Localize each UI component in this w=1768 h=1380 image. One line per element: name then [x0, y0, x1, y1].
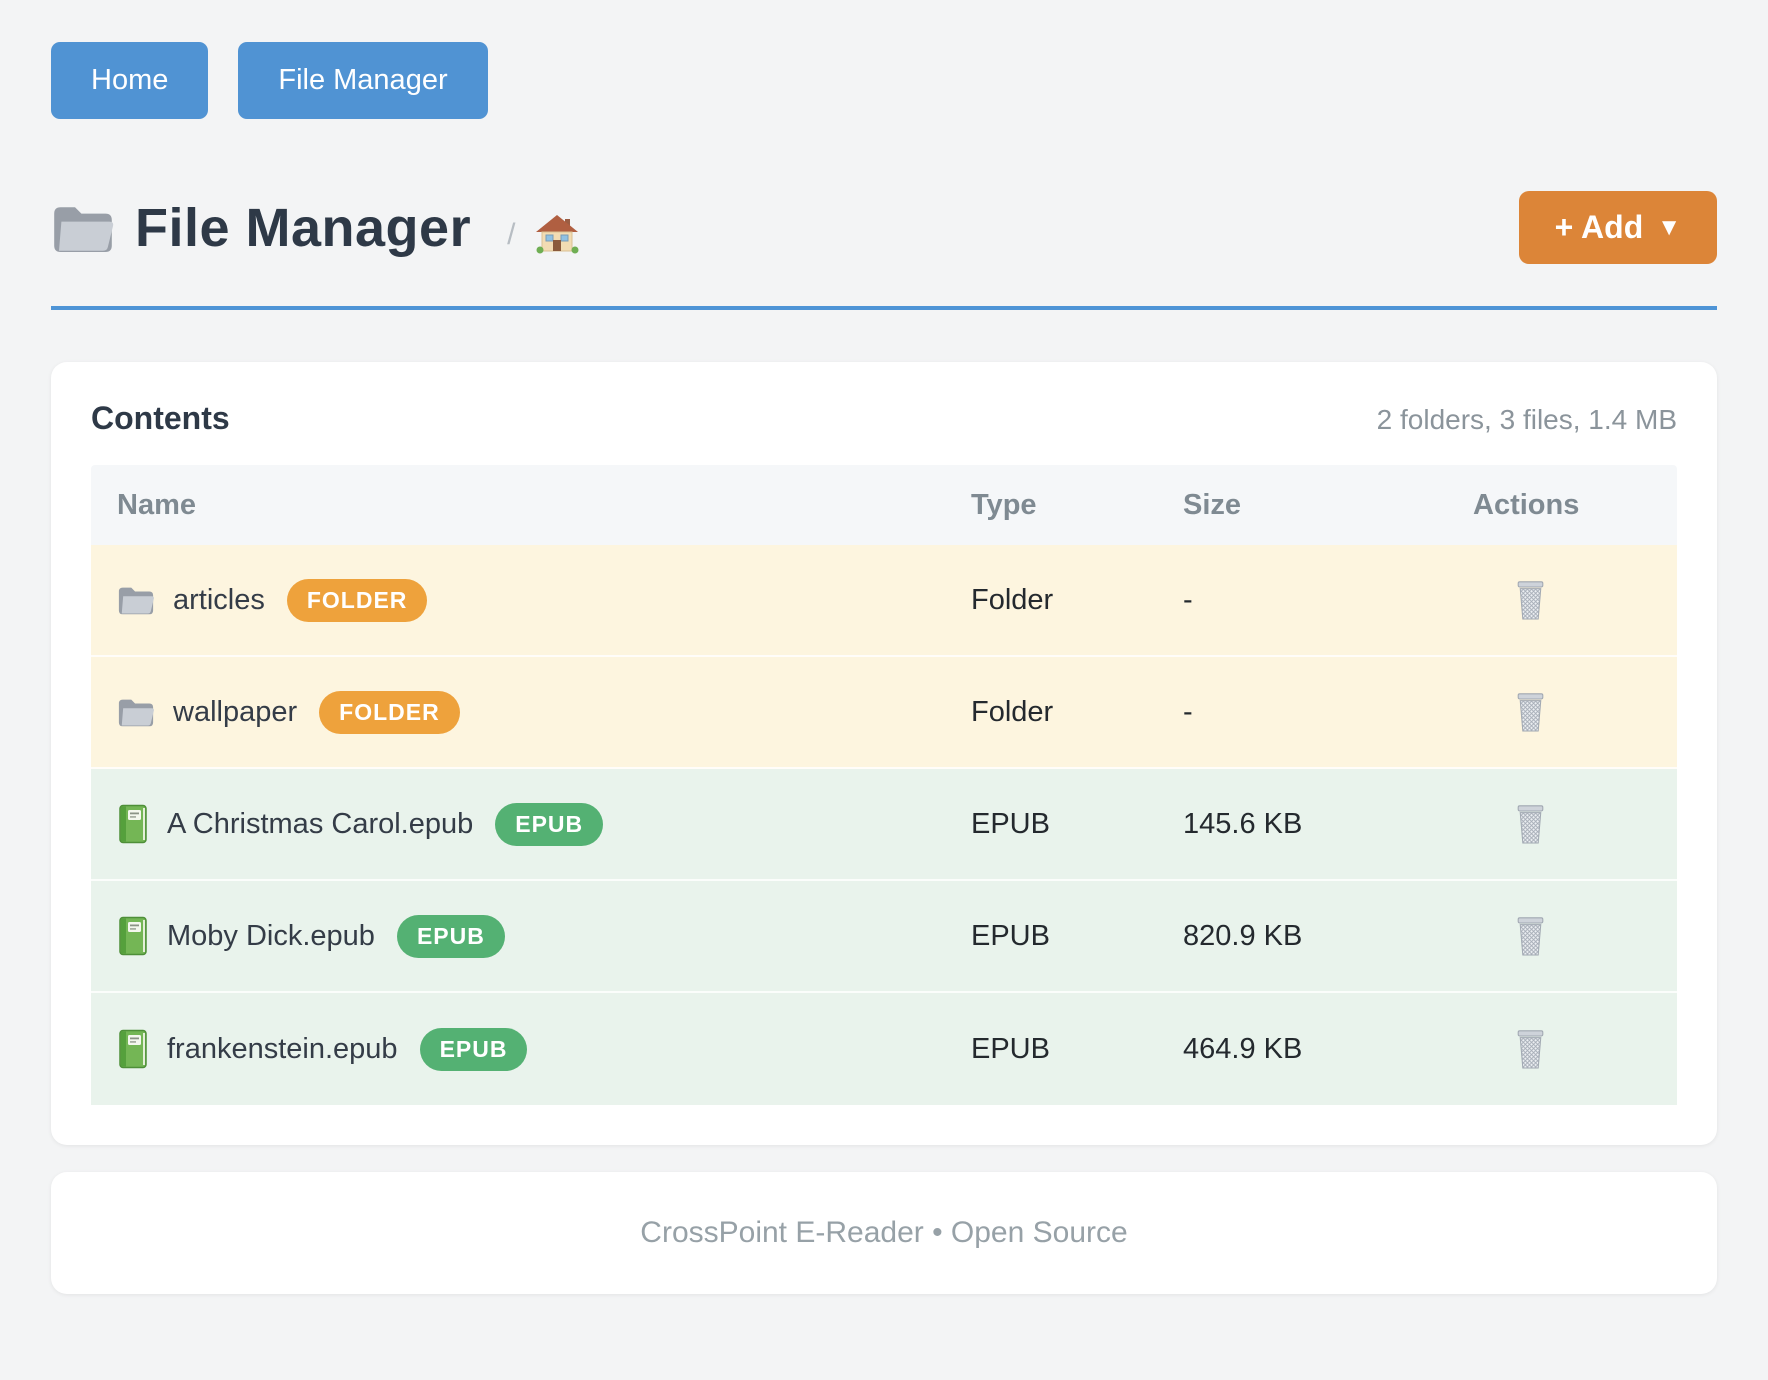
size-cell: 820.9 KB [1157, 881, 1447, 993]
breadcrumb-separator: / [507, 217, 516, 251]
chevron-down-icon: ▼ [1657, 213, 1681, 241]
type-badge: FOLDER [286, 578, 428, 622]
contents-card: Contents 2 folders, 3 files, 1.4 MB Name… [51, 362, 1717, 1145]
type-cell: EPUB [945, 769, 1157, 881]
trash-icon [1515, 804, 1546, 844]
size-cell: - [1157, 545, 1447, 657]
add-button-label: + Add [1554, 209, 1644, 245]
add-button[interactable]: + Add ▼ [1518, 191, 1717, 264]
page-title: File Manager [135, 197, 472, 258]
title-divider [51, 306, 1717, 310]
delete-button[interactable] [1515, 804, 1546, 844]
type-badge: EPUB [419, 1027, 528, 1071]
home-icon[interactable] [535, 213, 579, 255]
table-row: A Christmas Carol.epub EPUB EPUB 145.6 K… [91, 769, 1677, 881]
breadcrumb: Home File Manager [51, 42, 1717, 119]
contents-summary: 2 folders, 3 files, 1.4 MB [1376, 404, 1677, 435]
footer-text: CrossPoint E-Reader • Open Source [640, 1216, 1128, 1249]
page-header: File Manager / + Add ▼ [51, 191, 1717, 264]
type-badge: FOLDER [319, 690, 460, 734]
file-name[interactable]: frankenstein.epub [167, 1032, 398, 1065]
folder-icon [117, 694, 155, 730]
table-row: frankenstein.epub EPUB EPUB 464.9 KB [91, 993, 1677, 1105]
size-cell: 145.6 KB [1157, 769, 1447, 881]
file-manager-button[interactable]: File Manager [238, 42, 488, 119]
type-badge: EPUB [396, 914, 505, 958]
type-badge: EPUB [495, 802, 604, 846]
type-cell: EPUB [945, 993, 1157, 1105]
column-header-actions: Actions [1447, 465, 1677, 545]
type-cell: EPUB [945, 881, 1157, 993]
size-cell: - [1157, 657, 1447, 769]
home-button[interactable]: Home [51, 42, 209, 119]
size-cell: 464.9 KB [1157, 993, 1447, 1105]
trash-icon [1515, 692, 1546, 732]
delete-button[interactable] [1515, 916, 1546, 956]
trash-icon [1515, 916, 1546, 956]
delete-button[interactable] [1515, 580, 1546, 620]
column-header-type[interactable]: Type [945, 465, 1157, 545]
type-cell: Folder [945, 545, 1157, 657]
type-cell: Folder [945, 657, 1157, 769]
footer: CrossPoint E-Reader • Open Source [51, 1172, 1717, 1294]
file-name[interactable]: A Christmas Carol.epub [167, 807, 474, 840]
trash-icon [1515, 580, 1546, 620]
delete-button[interactable] [1515, 1029, 1546, 1069]
table-row: Moby Dick.epub EPUB EPUB 820.9 KB [91, 881, 1677, 993]
contents-title: Contents [91, 400, 230, 436]
book-icon [117, 916, 149, 956]
book-icon [117, 804, 149, 844]
column-header-size[interactable]: Size [1157, 465, 1447, 545]
table-row: articles FOLDER Folder - [91, 545, 1677, 657]
trash-icon [1515, 1029, 1546, 1069]
book-icon [117, 1029, 149, 1069]
file-table: Name Type Size Actions [91, 465, 1677, 1105]
file-name[interactable]: articles [173, 583, 265, 616]
folder-icon [117, 582, 155, 618]
file-name[interactable]: Moby Dick.epub [167, 919, 375, 952]
table-row: wallpaper FOLDER Folder - [91, 657, 1677, 769]
column-header-name[interactable]: Name [91, 465, 945, 545]
folder-icon [51, 200, 115, 256]
table-header-row: Name Type Size Actions [91, 465, 1677, 545]
delete-button[interactable] [1515, 692, 1546, 732]
file-name[interactable]: wallpaper [173, 695, 298, 728]
